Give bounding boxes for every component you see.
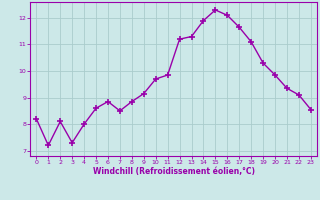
X-axis label: Windchill (Refroidissement éolien,°C): Windchill (Refroidissement éolien,°C): [92, 167, 255, 176]
